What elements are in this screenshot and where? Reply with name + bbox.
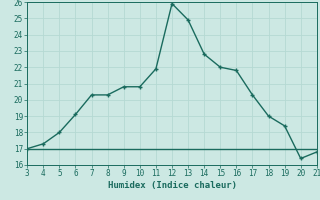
X-axis label: Humidex (Indice chaleur): Humidex (Indice chaleur)	[108, 181, 236, 190]
